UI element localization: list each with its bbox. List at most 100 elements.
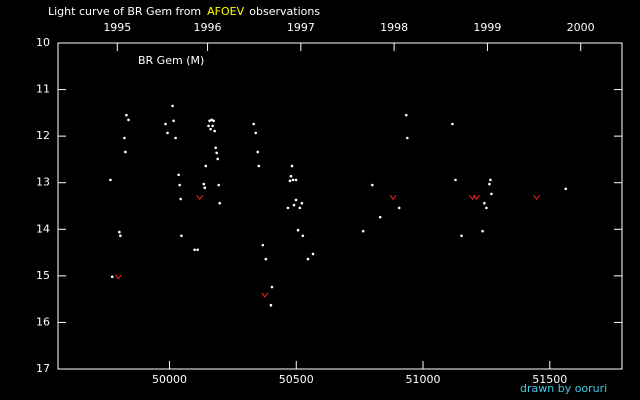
data-point [483, 201, 486, 205]
data-point [489, 178, 492, 182]
y-tick-label: 10 [36, 36, 50, 49]
data-point [294, 178, 298, 182]
data-point [371, 183, 374, 187]
data-point [118, 230, 121, 234]
y-tick-label: 15 [36, 269, 50, 282]
annotation: BR Gem (M) [138, 54, 204, 67]
data-point [290, 164, 294, 168]
data-point [196, 248, 199, 252]
data-point [171, 104, 174, 108]
x2-tick-label: 1997 [287, 21, 315, 34]
data-point [257, 164, 261, 168]
data-point [174, 136, 177, 140]
data-point [300, 201, 304, 205]
data-point [204, 164, 208, 168]
data-point [292, 203, 296, 207]
upper-limit-marker [196, 194, 204, 200]
data-point [123, 136, 126, 140]
data-point [481, 229, 484, 233]
x2-tick-label: 1995 [103, 21, 131, 34]
data-point [270, 285, 274, 289]
data-point [301, 234, 305, 238]
data-point [214, 146, 217, 150]
data-point [119, 234, 122, 238]
data-point [127, 118, 130, 122]
credit: drawn by ooruri [520, 382, 607, 395]
data-point [177, 173, 180, 177]
data-point [217, 183, 221, 187]
upper-limit-marker [114, 274, 122, 280]
data-point [218, 201, 222, 205]
y-tick-label: 14 [36, 222, 50, 235]
data-point [256, 150, 260, 154]
data-point [172, 119, 175, 123]
y-tick-label: 12 [36, 129, 50, 142]
y-tick-label: 16 [36, 315, 50, 328]
data-point [208, 119, 211, 123]
data-point [404, 113, 408, 117]
data-point [179, 197, 182, 201]
data-point [405, 136, 409, 140]
data-point [207, 124, 210, 128]
chart-title: Light curve of BR Gem from AFOEV observati… [48, 5, 320, 18]
data-point [490, 192, 493, 196]
title-part: AFOEV [207, 5, 244, 18]
upper-limit-marker [473, 194, 480, 200]
y-tick-label: 13 [36, 176, 50, 189]
data-point [210, 118, 213, 122]
data-point [216, 157, 219, 161]
title-part: observations [249, 5, 320, 18]
x2-tick-label: 2000 [567, 21, 595, 34]
title-part: Light curve of BR Gem from [48, 5, 201, 18]
x2-tick-label: 1998 [380, 21, 408, 34]
data-point [378, 215, 382, 219]
data-point [203, 186, 207, 190]
y-tick-label: 17 [36, 362, 50, 375]
data-point [460, 234, 463, 238]
data-point [252, 122, 255, 126]
data-point [288, 179, 292, 183]
data-point [286, 206, 290, 210]
data-point [311, 252, 315, 256]
x-tick-label: 50500 [279, 373, 314, 386]
data-point [294, 198, 298, 202]
data-point [212, 119, 215, 123]
data-point [454, 178, 457, 182]
data-point [564, 187, 568, 191]
data-point [202, 182, 206, 186]
data-point [209, 127, 212, 131]
data-point [397, 206, 401, 210]
data-point [110, 275, 114, 279]
data-point [269, 303, 273, 307]
data-point [261, 243, 265, 247]
x-tick-label: 51000 [406, 373, 441, 386]
upper-limit-marker [533, 194, 540, 200]
x-tick-label: 50000 [152, 373, 187, 386]
y-tick-label: 11 [36, 83, 50, 96]
data-point [109, 178, 112, 182]
data-point [361, 229, 365, 233]
data-point [296, 228, 300, 232]
data-point [264, 257, 268, 261]
x2-tick-label: 1999 [473, 21, 501, 34]
data-point [485, 206, 488, 210]
data-point [451, 122, 454, 126]
data-point [289, 174, 293, 178]
data-point [124, 150, 127, 154]
data-point [306, 257, 310, 261]
data-point [193, 248, 196, 252]
data-point [215, 151, 218, 155]
upper-limit-marker [261, 292, 269, 298]
data-point [254, 131, 258, 135]
data-point [298, 206, 302, 210]
plot-frame [57, 42, 623, 370]
data-point [166, 131, 169, 135]
data-point [211, 124, 214, 128]
x2-tick-label: 1996 [194, 21, 222, 34]
data-point [164, 122, 167, 126]
data-point [291, 178, 295, 182]
data-point [125, 113, 128, 117]
data-point [488, 182, 491, 186]
